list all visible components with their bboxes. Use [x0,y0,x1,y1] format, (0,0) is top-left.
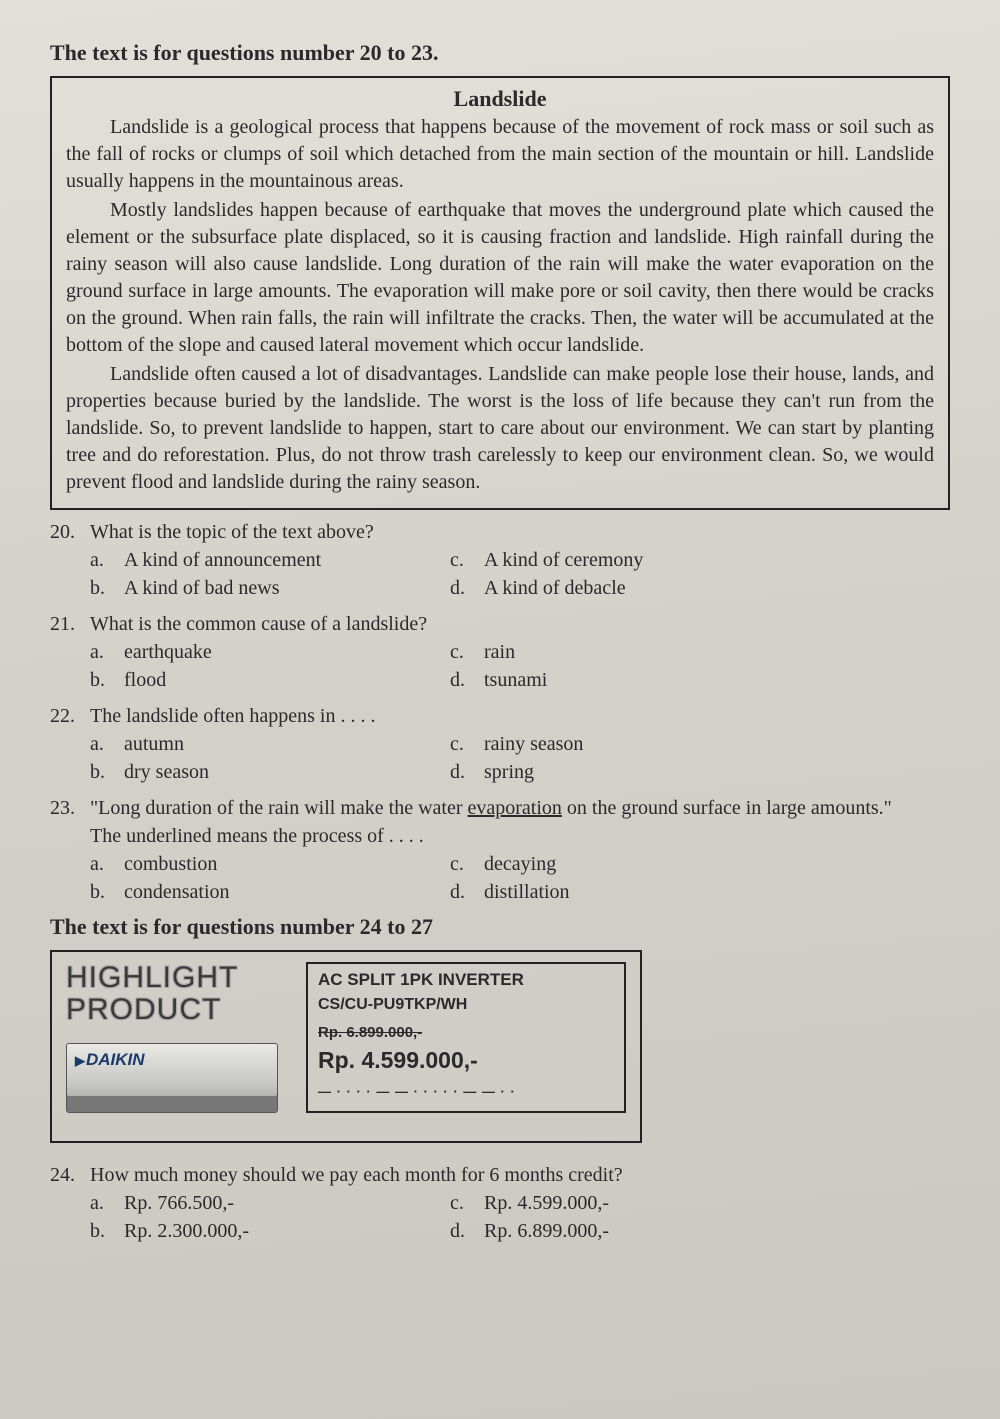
option-letter: d. [450,878,484,906]
ad-title-line2: PRODUCT [66,994,286,1026]
q23-opt-a: combustion [124,850,217,878]
section-heading-1: The text is for questions number 20 to 2… [50,40,950,66]
option-letter: d. [450,666,484,694]
question-24: 24. How much money should we pay each mo… [50,1161,950,1245]
ac-unit-image: DAIKIN [66,1043,278,1113]
question-23: 23. "Long duration of the rain will make… [50,794,950,906]
q21-opt-d: tsunami [484,666,547,694]
question-20: 20. What is the topic of the text above?… [50,518,950,602]
q20-opt-b: A kind of bad news [124,574,280,602]
q21-stem: What is the common cause of a landslide? [90,610,950,638]
q23-opt-c: decaying [484,850,556,878]
q20-stem: What is the topic of the text above? [90,518,950,546]
option-letter: b. [90,574,124,602]
q23-opt-b: condensation [124,878,230,906]
q22-number: 22. [50,702,90,730]
q23-stem-pre: "Long duration of the rain will make the… [90,797,468,819]
option-letter: b. [90,666,124,694]
q20-opt-d: A kind of debacle [484,574,626,602]
q21-opt-c: rain [484,638,515,666]
q24-stem: How much money should we pay each month … [90,1161,950,1189]
q21-opt-b: flood [124,666,166,694]
ad-product-model: CS/CU-PU9TKP/WH [318,996,614,1014]
q23-number: 23. [50,794,90,822]
ad-product-name: AC SPLIT 1PK INVERTER [318,970,614,990]
q24-opt-c: Rp. 4.599.000,- [484,1189,609,1217]
ad-price-old: Rp. 6.899.000,- [318,1024,614,1041]
option-letter: b. [90,878,124,906]
section-heading-2: The text is for questions number 24 to 2… [50,914,950,940]
option-letter: b. [90,758,124,786]
option-letter: c. [450,850,484,878]
q21-opt-a: earthquake [124,638,212,666]
q20-number: 20. [50,518,90,546]
option-letter: a. [90,730,124,758]
q24-opt-d: Rp. 6.899.000,- [484,1217,609,1245]
q22-opt-c: rainy season [484,730,583,758]
ad-title-line1: HIGHLIGHT [66,962,286,994]
option-letter: d. [450,574,484,602]
passage-p3: Landslide often caused a lot of disadvan… [66,361,934,496]
option-letter: c. [450,730,484,758]
q21-number: 21. [50,610,90,638]
question-22: 22. The landslide often happens in . . .… [50,702,950,786]
passage-box: Landslide Landslide is a geological proc… [50,76,950,510]
q20-opt-c: A kind of ceremony [484,546,643,574]
option-letter: c. [450,1189,484,1217]
option-letter: c. [450,546,484,574]
q20-opt-a: A kind of announcement [124,546,321,574]
q23-stem-post: on the ground surface in large amounts." [562,797,892,819]
passage-title: Landslide [66,86,934,112]
question-21: 21. What is the common cause of a landsl… [50,610,950,694]
option-letter: a. [90,546,124,574]
passage-body: Landslide is a geological process that h… [66,114,934,496]
option-letter: a. [90,850,124,878]
option-letter: d. [450,1217,484,1245]
q23-stem-underlined: evaporation [468,797,562,819]
ad-price-new: Rp. 4.599.000,- [318,1047,614,1074]
q24-opt-b: Rp. 2.300.000,- [124,1217,249,1245]
ad-spec-box: AC SPLIT 1PK INVERTER CS/CU-PU9TKP/WH Rp… [306,962,626,1113]
q22-opt-d: spring [484,758,534,786]
q22-stem: The landslide often happens in . . . . [90,702,950,730]
ad-ellipsis: — · · · · — — · · · · · — — · · [318,1084,614,1099]
option-letter: a. [90,638,124,666]
q23-stem: "Long duration of the rain will make the… [90,794,950,822]
option-letter: a. [90,1189,124,1217]
q24-opt-a: Rp. 766.500,- [124,1189,234,1217]
q23-substem: The underlined means the process of . . … [90,822,950,850]
q22-opt-a: autumn [124,730,184,758]
q24-number: 24. [50,1161,90,1189]
ad-left-column: HIGHLIGHT PRODUCT DAIKIN [66,962,286,1113]
q23-opt-d: distillation [484,878,570,906]
passage-p2: Mostly landslides happen because of eart… [66,197,934,359]
q22-opt-b: dry season [124,758,209,786]
ac-brand-label: DAIKIN [75,1050,145,1070]
option-letter: c. [450,638,484,666]
worksheet-page: The text is for questions number 20 to 2… [0,0,1000,1419]
option-letter: b. [90,1217,124,1245]
ad-headline: HIGHLIGHT PRODUCT [66,962,286,1025]
advertisement-box: HIGHLIGHT PRODUCT DAIKIN AC SPLIT 1PK IN… [50,950,642,1143]
passage-p1: Landslide is a geological process that h… [66,114,934,195]
option-letter: d. [450,758,484,786]
